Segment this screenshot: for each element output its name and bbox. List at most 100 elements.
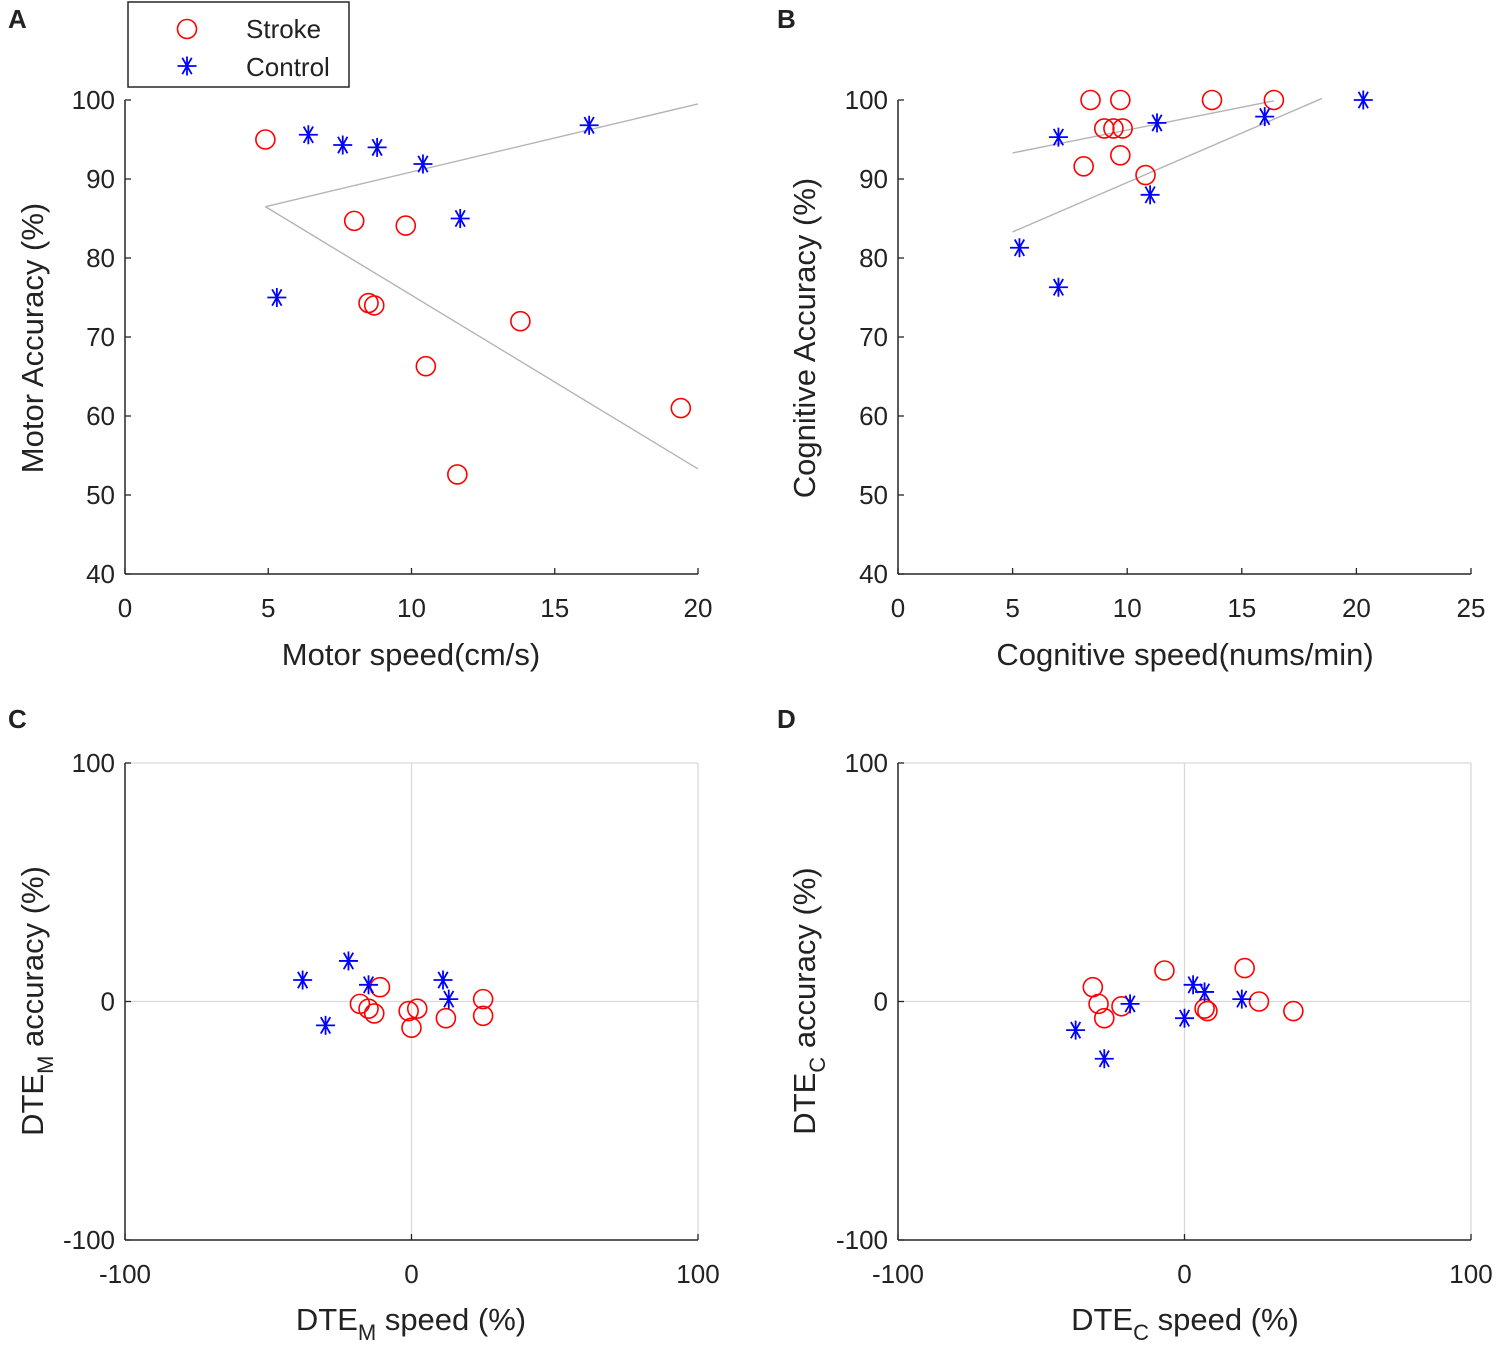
panel-a-control-point (413, 154, 433, 174)
panel-b-stroke-point (1110, 89, 1131, 111)
panel-a-stroke-point (670, 397, 692, 419)
panel-a-xlabel: Motor speed(cm/s) (282, 637, 540, 672)
panel-d-control-point (1120, 994, 1140, 1014)
panel-b-xlabel: Cognitive speed(nums/min) (996, 637, 1373, 672)
panel-d-stroke-point (1154, 960, 1175, 981)
legend-label-control: Control (246, 52, 330, 82)
panel-c-stroke-point (472, 1005, 494, 1027)
panel-a-stroke-point (447, 464, 468, 485)
panel-c-control-point (439, 989, 459, 1009)
panel-a-plot-area (125, 100, 698, 574)
panel-a-y-tick-label: 60 (86, 401, 115, 431)
panel-d-stroke-point (1088, 993, 1109, 1015)
panel-b-stroke-point (1110, 145, 1131, 166)
panel-d-x-tick-label: -100 (872, 1259, 924, 1289)
panel-c-y-tick-label: 0 (101, 987, 115, 1017)
panel-d-x-tick-label: 100 (1449, 1259, 1492, 1289)
panel-a-stroke-point (415, 355, 437, 377)
panel-d-stroke-point (1197, 1000, 1218, 1022)
panel-b-y-tick-label: 60 (859, 401, 888, 431)
panel-b-control-point (1009, 238, 1029, 258)
panel-c-chart: -100 0 100 -100 0 100 (63, 748, 720, 1289)
panel-d-stroke-point (1234, 957, 1255, 979)
panel-c-stroke-point (401, 1017, 422, 1039)
panel-c-stroke-point (472, 988, 494, 1010)
panel-a-y-tick-label: 80 (86, 243, 115, 273)
panel-b-x-tick-label: 15 (1227, 593, 1256, 623)
panel-d-y-tick-label: -100 (836, 1225, 888, 1255)
panel-c-control-point (359, 975, 379, 995)
panel-a-chart: 0 5 10 15 20 40 50 60 70 80 90 100 (72, 85, 713, 623)
panel-c-ylabel: DTEM accuracy (%) (15, 866, 58, 1136)
panel-b-control-point (1255, 107, 1275, 127)
panel-c-stroke-point (406, 998, 428, 1019)
panel-a-control-point (298, 125, 318, 145)
panel-a-y-tick-label: 100 (72, 85, 115, 115)
panel-a-control-point (579, 115, 599, 135)
panel-a-y-tick-label: 70 (86, 322, 115, 352)
panel-b-stroke-point (1103, 118, 1124, 139)
panel-b-y-tick-label: 50 (859, 480, 888, 510)
panel-a-control-point (333, 135, 353, 155)
panel-d-y-tick-label: 100 (845, 748, 888, 778)
panel-c-y-tick-label: -100 (63, 1225, 115, 1255)
panel-b-ylabel: Cognitive Accuracy (%) (787, 178, 822, 498)
panel-b-stroke-point (1080, 89, 1101, 111)
panel-c-x-tick-label: -100 (99, 1259, 151, 1289)
panel-a-x-tick-label: 0 (118, 593, 132, 623)
panel-b-y-tick-label: 100 (845, 85, 888, 115)
panel-b-x-tick-label: 20 (1342, 593, 1371, 623)
panel-a-y-tick-label: 90 (86, 164, 115, 194)
panel-a-y-tick-label: 50 (86, 480, 115, 510)
panel-b-plot-area (898, 100, 1471, 574)
panel-c-control-point (316, 1015, 336, 1035)
panel-c-x-tick-label: 100 (676, 1259, 719, 1289)
panel-c-control-point (293, 970, 313, 990)
panel-d-stroke-point (1093, 1007, 1115, 1029)
panel-a-x-tick-label: 5 (261, 593, 275, 623)
panel-b-x-tick-label: 5 (1005, 593, 1019, 623)
panel-a-control-point (367, 137, 387, 157)
panel-c-control-point (338, 951, 358, 971)
panel-b-y-tick-label: 70 (859, 322, 888, 352)
panel-d-chart: -100 0 100 -100 0 100 (836, 748, 1493, 1289)
panel-b-stroke-point (1112, 118, 1133, 139)
panel-d-stroke-point (1248, 991, 1270, 1012)
panel-b-stroke-point (1135, 164, 1156, 186)
panel-a-stroke-point (510, 310, 531, 332)
panel-d-control-point (1183, 975, 1203, 995)
panel-a-ylabel: Motor Accuracy (%) (15, 203, 50, 473)
panel-d-x-tick-label: 0 (1177, 1259, 1191, 1289)
panel-c-xlabel: DTEM speed (%) (296, 1302, 526, 1345)
panel-a-stroke-point (395, 215, 417, 236)
panel-b-stroke-point (1073, 156, 1094, 177)
panel-c-stroke-point (435, 1007, 457, 1029)
panel-a-control-point (267, 288, 287, 307)
panel-b-x-tick-label: 25 (1457, 593, 1486, 623)
legend-label-stroke: Stroke (246, 14, 321, 44)
panel-b-fit-line-control (1012, 97, 1323, 233)
panel-a-fit-line-stroke (265, 206, 699, 470)
legend-asterisk-icon (177, 56, 197, 76)
panel-a-stroke-point (343, 210, 365, 232)
panel-letter-a: A (8, 4, 27, 34)
panel-letter-c: C (8, 704, 27, 734)
panel-c-x-tick-label: 0 (404, 1259, 418, 1289)
panel-b-stroke-point (1201, 89, 1223, 111)
panel-a-y-tick-label: 40 (86, 559, 115, 589)
panel-b-y-tick-label: 90 (859, 164, 888, 194)
panel-a-control-point (450, 209, 470, 228)
panel-b-y-tick-label: 40 (859, 559, 888, 589)
panel-c-stroke-point (363, 1003, 385, 1024)
panel-b-y-tick-label: 80 (859, 243, 888, 273)
panel-c-stroke-point (398, 1000, 419, 1022)
panel-d-control-point (1232, 989, 1252, 1009)
legend-circle-icon (176, 18, 198, 40)
panel-d-control-point (1066, 1020, 1086, 1040)
panel-b-control-point (1147, 113, 1167, 133)
panel-b-control-point (1048, 127, 1068, 147)
panel-b-chart: 0 5 10 15 20 25 40 50 60 70 80 90 100 (845, 85, 1486, 623)
panel-c-y-tick-label: 100 (72, 748, 115, 778)
panel-b-x-tick-label: 0 (891, 593, 905, 623)
